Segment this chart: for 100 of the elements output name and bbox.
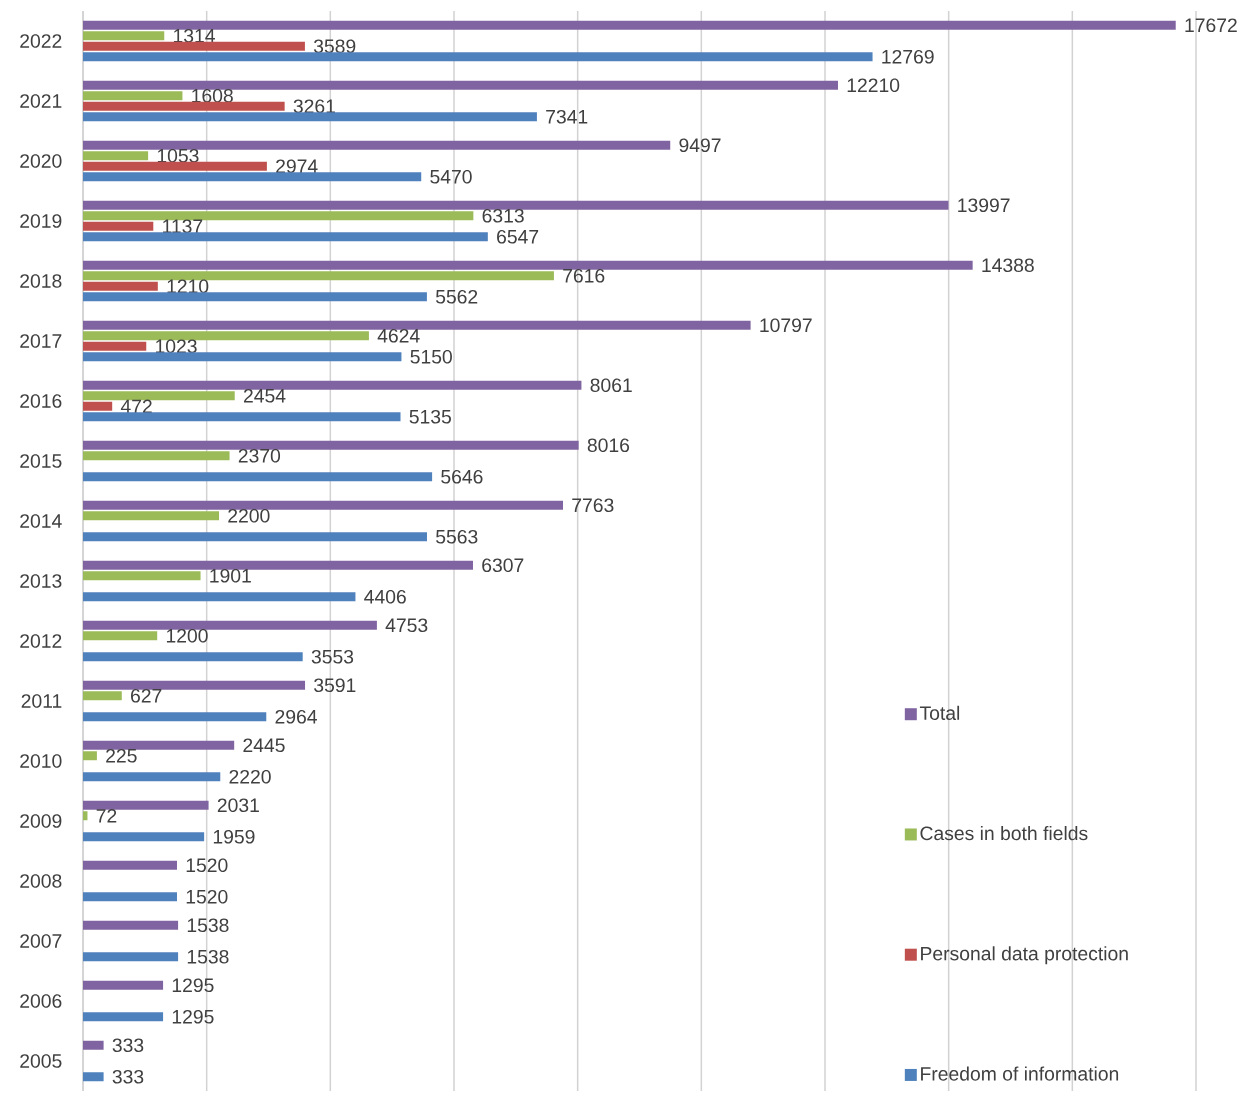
y-tick-label: 2007 [20, 934, 62, 948]
bar [83, 112, 537, 122]
bar [83, 200, 949, 210]
bar [83, 172, 422, 182]
data-label: 1520 [186, 858, 228, 873]
bar [83, 80, 838, 90]
data-label: 13997 [958, 198, 1010, 213]
bar [83, 20, 1176, 30]
y-tick-label: 2021 [20, 94, 62, 108]
bar [83, 511, 220, 521]
data-label: 1210 [167, 279, 209, 294]
bar [83, 652, 303, 662]
bar [83, 620, 377, 630]
bar [83, 772, 221, 782]
data-label: 4624 [377, 328, 420, 343]
bar [83, 101, 285, 111]
bar [83, 532, 427, 542]
data-label: 3261 [293, 99, 335, 114]
y-tick-label: 2005 [20, 1054, 62, 1068]
y-tick-label: 2011 [21, 694, 62, 708]
data-label: 1901 [210, 568, 251, 583]
bar [83, 740, 235, 750]
y-tick-label: 2014 [20, 514, 62, 528]
data-label: 6313 [482, 208, 524, 223]
data-label: 333 [112, 1038, 144, 1053]
bar [83, 412, 401, 422]
bar [83, 380, 582, 390]
data-label: 1137 [163, 219, 203, 234]
data-label: 2445 [243, 738, 285, 753]
bar [83, 472, 433, 482]
data-label: 472 [120, 399, 152, 413]
bar [83, 41, 305, 51]
data-label: 7616 [563, 268, 605, 283]
data-label: 627 [131, 688, 162, 703]
bar [83, 571, 201, 581]
data-label: 6307 [482, 558, 524, 573]
data-label: 8016 [587, 438, 630, 453]
bar [83, 451, 230, 461]
data-label: 5563 [436, 529, 478, 544]
data-label: 4406 [364, 589, 406, 604]
data-label: 5135 [409, 409, 451, 424]
bar [83, 140, 671, 150]
bar [83, 320, 751, 330]
bar [83, 281, 158, 291]
bar [83, 211, 474, 221]
data-label: 6547 [497, 229, 539, 244]
legend-label: Personal data protection [921, 946, 1128, 965]
data-label: 5562 [435, 289, 478, 304]
bar [83, 892, 177, 902]
data-label: 1538 [187, 918, 229, 933]
bar [83, 232, 488, 242]
data-label: 1295 [172, 1009, 214, 1024]
data-label: 10797 [760, 318, 812, 333]
bar [83, 440, 579, 450]
y-tick-label: 2020 [20, 154, 62, 168]
bar [83, 860, 177, 870]
legend-label: Freedom of information [921, 1066, 1119, 1081]
bar [83, 751, 97, 761]
bar [83, 500, 564, 510]
y-tick-label: 2008 [20, 874, 62, 888]
bar [83, 331, 369, 341]
data-label: 5646 [441, 469, 483, 484]
bar [83, 292, 427, 302]
y-tick-label: 2012 [20, 634, 62, 648]
bar [83, 980, 164, 990]
bar [83, 832, 205, 842]
bar [83, 592, 356, 602]
y-tick-label: 2015 [20, 454, 62, 468]
data-label: 12210 [847, 78, 900, 93]
data-label: 1295 [172, 978, 214, 993]
legend-label: Cases in both fields [920, 826, 1088, 841]
y-tick-label: 2022 [20, 34, 62, 48]
legend-label: Total [919, 705, 960, 720]
bar [83, 811, 88, 821]
data-label: 1023 [155, 339, 197, 354]
bar [83, 221, 154, 231]
bar [83, 52, 873, 62]
data-label: 12769 [882, 49, 934, 64]
y-tick-label: 2009 [20, 814, 62, 828]
data-label: 9497 [679, 138, 721, 153]
bar [83, 260, 973, 270]
data-label: 4753 [385, 618, 428, 633]
bar [83, 391, 235, 401]
bar [83, 91, 183, 101]
y-tick-label: 2013 [20, 574, 62, 588]
bar [83, 341, 147, 351]
data-label: 72 [96, 808, 117, 823]
data-label: 7341 [546, 109, 588, 124]
bar [83, 680, 306, 690]
y-tick-label: 2010 [20, 754, 62, 768]
data-label: 2031 [217, 798, 259, 813]
data-label: 2370 [238, 448, 281, 463]
data-label: 14388 [982, 258, 1034, 273]
data-label: 1520 [186, 889, 228, 904]
bar [83, 31, 165, 41]
data-label: 3553 [311, 649, 354, 664]
y-tick-label: 2018 [20, 274, 62, 288]
data-label: 8061 [590, 378, 632, 393]
bar [83, 712, 267, 722]
data-label: 3589 [313, 39, 356, 54]
